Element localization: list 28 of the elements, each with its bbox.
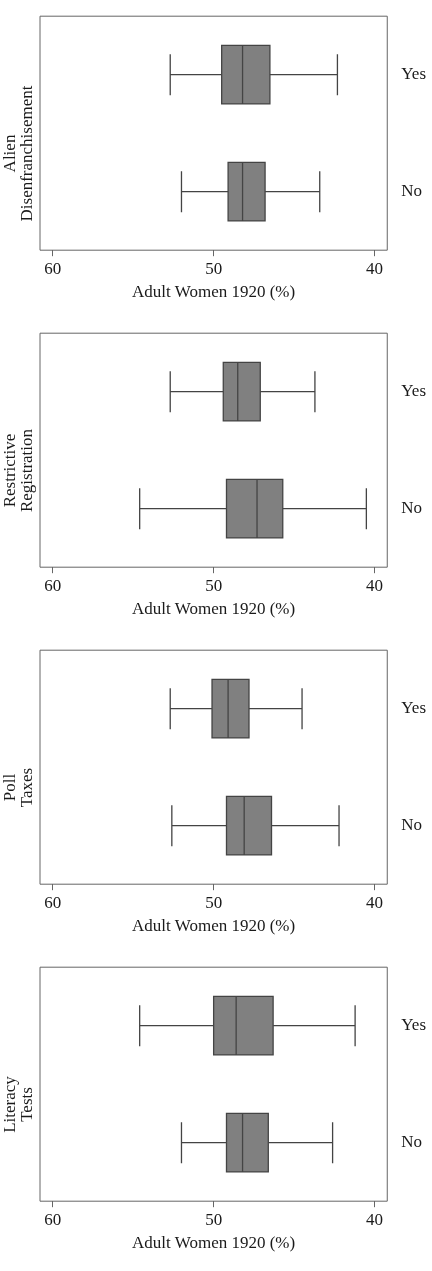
x-axis-title: Adult Women 1920 (%) [132,282,296,302]
x-axis-title: Adult Women 1920 (%) [132,916,296,936]
x-tick-label: 40 [365,258,383,278]
y-tick-label: Yes [401,64,427,84]
y-tick-label: Yes [401,698,427,718]
x-axis-title: Adult Women 1920 (%) [132,1233,296,1253]
x-tick-label: 50 [205,575,223,595]
x-axis-title: Adult Women 1920 (%) [132,599,296,619]
text: Poll Taxes [0,767,36,808]
y-tick-label: No [401,181,423,201]
x-tick-label: 50 [205,892,223,912]
text: Alien Disenfranchisement [0,85,36,222]
x-tick-label: 40 [365,575,383,595]
y-tick-label: Yes [401,381,427,401]
x-tick-label: 50 [205,258,223,278]
x-tick-label: 40 [365,892,383,912]
y-tick-label: Yes [401,1015,427,1035]
x-tick-label: 60 [44,892,62,912]
x-tick-label: 60 [44,1209,62,1229]
y-tick-label: No [401,1132,423,1152]
x-tick-label: 50 [205,1209,223,1229]
x-tick-label: 60 [44,575,62,595]
text: Literacy Tests [0,1075,36,1133]
y-tick-label: No [401,498,423,518]
x-tick-label: 40 [365,1209,383,1229]
text: Restrictive Registration [0,428,36,513]
y-tick-label: No [401,815,423,835]
x-tick-label: 60 [44,258,62,278]
